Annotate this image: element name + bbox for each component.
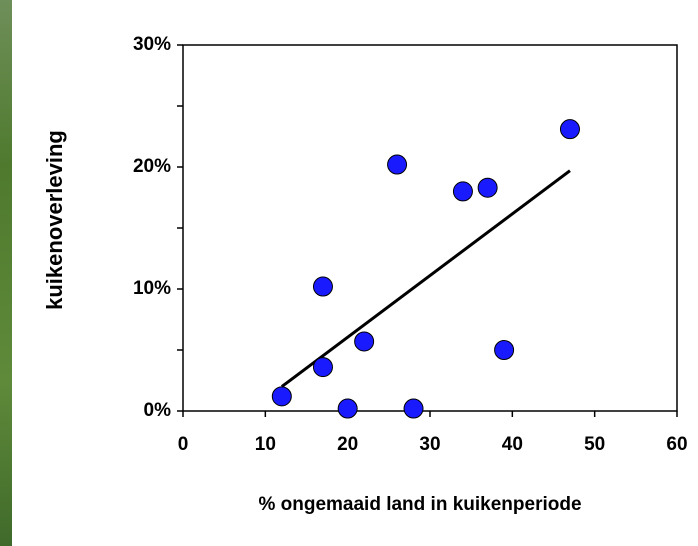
point	[559, 119, 580, 140]
trend-line	[280, 169, 571, 388]
x-tick-label: 10	[255, 434, 276, 455]
photo-strip	[0, 0, 12, 546]
point	[312, 357, 333, 378]
y-tick-label: 0%	[144, 400, 172, 421]
x-tick-label: 60	[666, 434, 687, 455]
y-axis-label: kuikenoverleving	[42, 130, 67, 310]
x-axis-label: % ongemaaid land in kuikenperiode	[258, 494, 581, 515]
point	[494, 340, 515, 360]
x-tick-label: 40	[502, 434, 523, 455]
point	[452, 181, 473, 202]
y-tick-label: 30%	[133, 34, 171, 55]
point	[271, 386, 292, 407]
point	[403, 398, 424, 419]
x-tick-label: 0	[178, 434, 189, 455]
x-tick-label: 20	[337, 434, 358, 455]
point	[354, 331, 375, 352]
point	[387, 154, 408, 175]
point	[312, 276, 333, 297]
point	[337, 398, 358, 419]
point	[477, 177, 498, 198]
x-tick-label: 50	[584, 434, 605, 455]
x-tick-label: 30	[419, 434, 440, 455]
plot-frame	[182, 44, 678, 412]
y-tick-label: 20%	[133, 156, 171, 177]
y-tick-label: 10%	[133, 278, 171, 299]
